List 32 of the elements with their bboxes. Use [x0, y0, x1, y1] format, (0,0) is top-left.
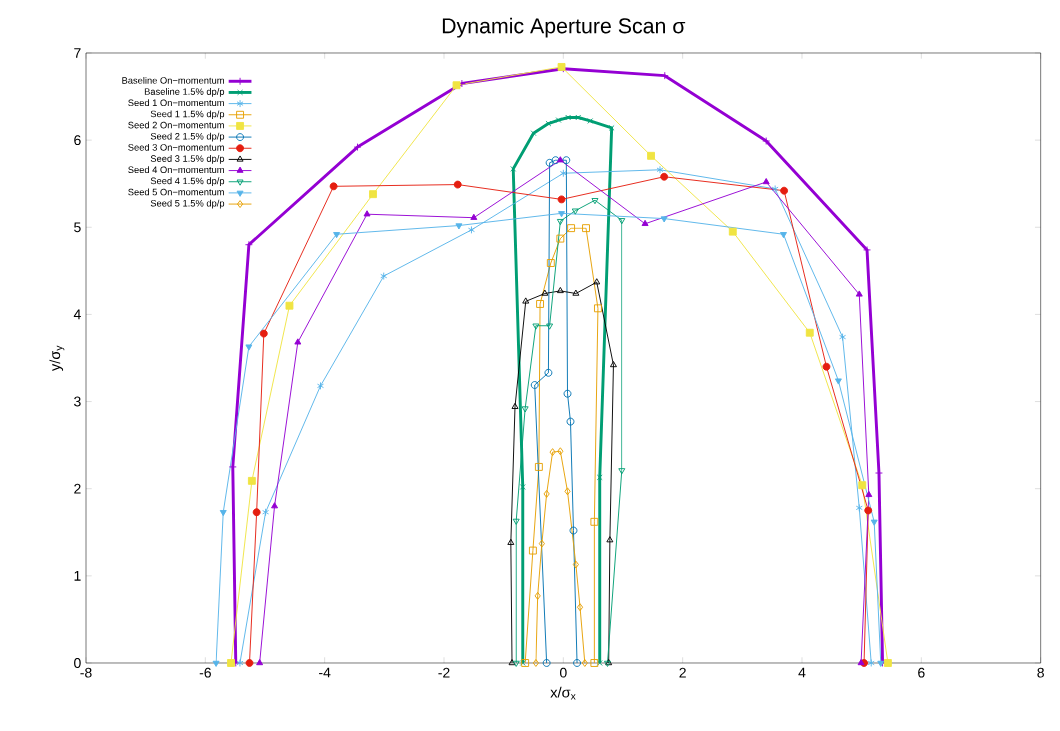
x-tick-label: -4 — [319, 667, 331, 678]
x-tick-label: -2 — [438, 667, 450, 678]
legend-label: Baseline 1.5% dp/p — [144, 88, 225, 97]
y-tick-label: 6 — [74, 135, 81, 146]
y-axis-title: y/σ$_{y}$ — [49, 345, 65, 372]
y-tick-label: 2 — [74, 483, 81, 494]
x-tick-label: 6 — [918, 667, 925, 678]
y-tick-label: 0 — [74, 658, 81, 668]
legend-label: Seed 5 On−momentum — [128, 188, 224, 196]
legend-label: Seed 3 1.5% dp/p — [150, 155, 225, 164]
legend-label: Seed 2 On−momentum — [128, 121, 224, 129]
x-tick-label: 8 — [1037, 667, 1044, 678]
y-tick-label: 7 — [74, 48, 81, 58]
x-tick-label: -8 — [80, 667, 92, 678]
legend-label: Seed 3 On−momentum — [128, 143, 224, 151]
x-tick-label: 0 — [559, 667, 567, 678]
y-tick-label: 4 — [73, 309, 81, 320]
legend-label: Seed 1 1.5% dp/p — [150, 110, 225, 120]
legend-label: Seed 2 1.5% dp/p — [150, 132, 225, 142]
legend-label: Seed 1 On−momentum — [128, 99, 224, 107]
x-tick-label: 4 — [798, 667, 806, 678]
legend-label: Seed 4 On−momentum — [128, 166, 224, 174]
chart-title: Dynamic Aperture Scan σ — [442, 17, 686, 38]
legend-label: Seed 4 1.5% dp/p — [150, 177, 225, 187]
legend-label: Baseline On−momentum — [122, 76, 224, 84]
legend-label: Seed 5 1.5% dp/p — [150, 199, 225, 209]
y-tick-label: 3 — [74, 396, 81, 407]
x-tick-label: 2 — [679, 667, 686, 678]
x-axis-title: x/σ$_{x}$ — [550, 686, 576, 700]
y-tick-label: 1 — [74, 571, 81, 581]
y-tick-label: 5 — [74, 222, 81, 233]
x-tick-label: -6 — [199, 667, 211, 678]
